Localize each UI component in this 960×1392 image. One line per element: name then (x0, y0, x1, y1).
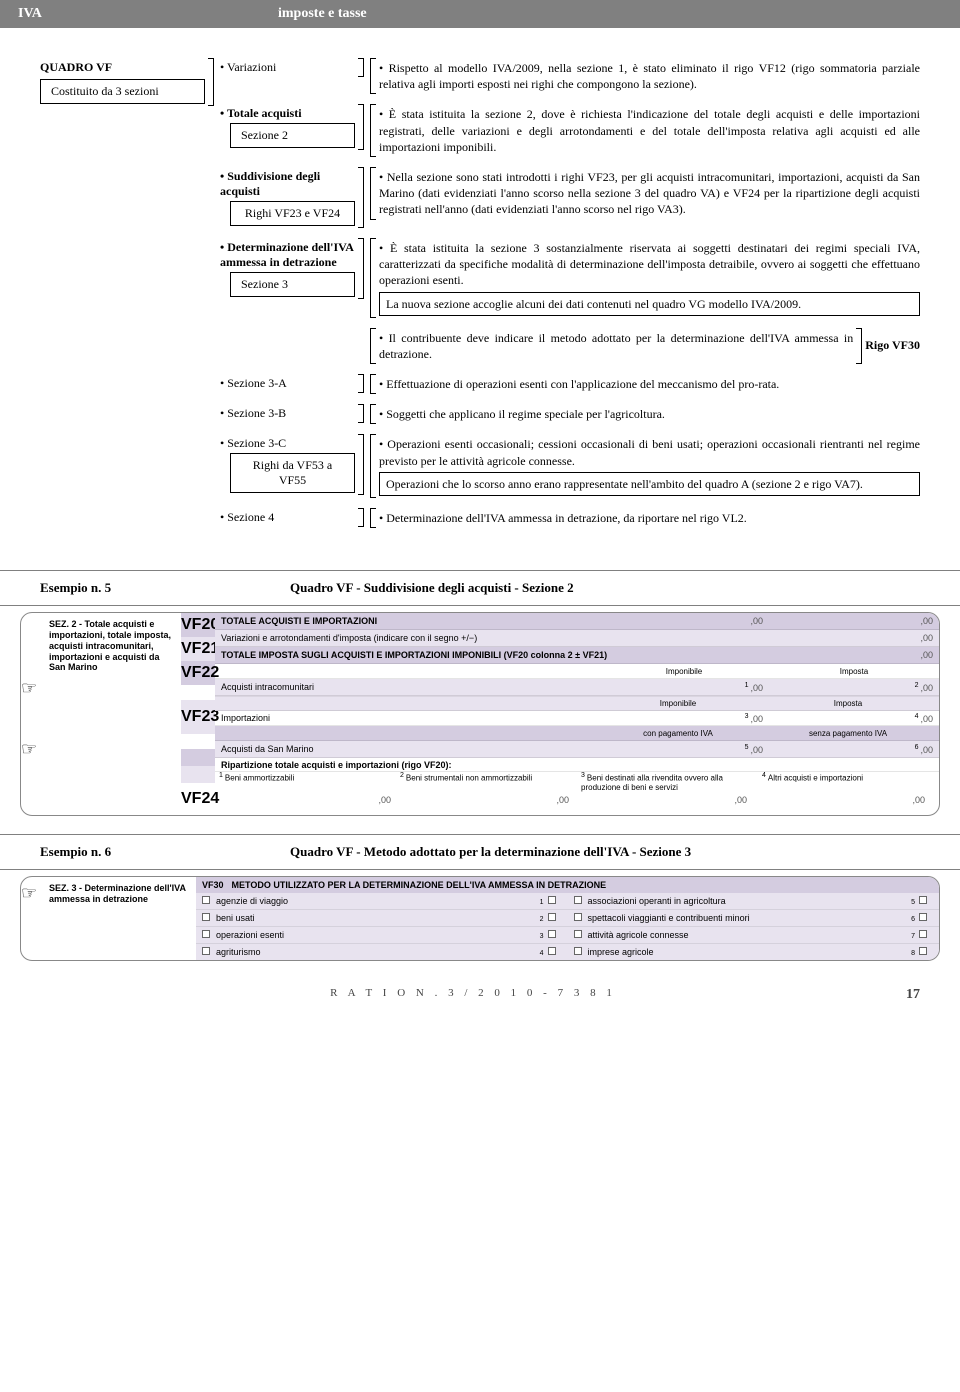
contrib-text: Il contribuente deve indicare il metodo … (379, 330, 853, 362)
right-variazioni: Rispetto al modello IVA/2009, nella sezi… (379, 60, 920, 92)
right-sudd: Nella sezione sono stati introdotti i ri… (379, 169, 920, 218)
vf-sanmarino: Acquisti da San Marino 5,00 6,00 (215, 741, 939, 758)
sez3c-box: Righi da VF53 a VF55 (230, 453, 355, 493)
ex6-title: Quadro VF - Metodo adottato per la deter… (290, 844, 691, 859)
quadro-subtitle: Costituito da 3 sezioni (40, 79, 205, 104)
right-totale: È stata istituita la sezione 2, dove è r… (379, 106, 920, 155)
sez3c-label: Sezione 3-C (220, 436, 355, 451)
checkbox[interactable] (202, 930, 210, 938)
rigo-vf30: Rigo VF30 (865, 338, 920, 353)
ex5-title: Quadro VF - Suddivisione degli acquisti … (290, 580, 574, 595)
quadro-title: QUADRO VF (40, 60, 205, 75)
checkbox[interactable] (202, 947, 210, 955)
sez4-text: Determinazione dell'IVA ammessa in detra… (379, 510, 920, 526)
vf21-row: Variazioni e arrotondamenti d'imposta (i… (215, 630, 939, 647)
footer: R A T I O N . 3 / 2 0 1 0 - 7 3 8 1 17 (0, 967, 960, 1013)
vf21-code: VF21 (181, 637, 215, 661)
box-sez3: Sezione 3 (230, 272, 355, 297)
checkbox[interactable] (548, 947, 556, 955)
sez2-side: SEZ. 2 - Totale acquisti e importazioni,… (41, 613, 181, 815)
checkbox[interactable] (919, 947, 927, 955)
right-det2: La nuova sezione accoglie alcuni dei dat… (379, 292, 920, 316)
mid-totale: Totale acquisti (220, 106, 355, 121)
sez4-label: Sezione 4 (220, 510, 355, 525)
checkbox[interactable] (548, 913, 556, 921)
sez3c-t1: Operazioni esenti occasionali; cessioni … (379, 436, 920, 468)
mid-det: Determinazione dell'IVA ammessa in detra… (220, 240, 355, 270)
header-tab-imposte: imposte e tasse (260, 0, 960, 28)
mid-sudd: Suddivisione degli acquisti (220, 169, 355, 199)
checkbox[interactable] (919, 913, 927, 921)
mid-variazioni: Variazioni (220, 60, 355, 75)
ex5-label: Esempio n. 5 (40, 580, 111, 595)
vf30-title: VF30 METODO UTILIZZATO PER LA DETERMINAZ… (196, 877, 939, 893)
vf20-code: VF20 (181, 613, 215, 637)
vf22-row: TOTALE IMPOSTA SUGLI ACQUISTI E IMPORTAZ… (215, 647, 939, 664)
sez3b-text: Soggetti che applicano il regime special… (379, 406, 920, 422)
header-tab-iva: IVA (0, 0, 260, 28)
hand-icon: ☞ (21, 739, 41, 760)
vf22-code: VF22 (181, 661, 215, 685)
header-bar: IVA imposte e tasse (0, 0, 960, 28)
vf24-code: VF24 (181, 783, 215, 815)
box-sez2: Sezione 2 (230, 123, 355, 148)
sez3c-t2: Operazioni che lo scorso anno erano rapp… (379, 472, 920, 496)
vf24-row: 1Beni ammortizzabili 2Beni strumentali n… (215, 772, 939, 792)
sec3-left-col: agenzie di viaggio1 beni usati2 operazio… (196, 893, 568, 960)
sez3b-label: Sezione 3-B (220, 406, 355, 421)
checkbox[interactable] (202, 896, 210, 904)
vf23-import: Importazioni 3,00 4,00 (215, 711, 939, 726)
checkbox[interactable] (919, 896, 927, 904)
checkbox[interactable] (574, 930, 582, 938)
checkbox[interactable] (548, 930, 556, 938)
example5-header: Esempio n. 5 Quadro VF - Suddivisione de… (0, 570, 960, 606)
checkbox[interactable] (574, 913, 582, 921)
box-vf23: Righi VF23 e VF24 (230, 201, 355, 226)
checkbox[interactable] (548, 896, 556, 904)
hand-icon: ☞ (21, 883, 41, 904)
checkbox[interactable] (574, 947, 582, 955)
example6-header: Esempio n. 6 Quadro VF - Metodo adottato… (0, 834, 960, 870)
form-sez3: ☞ SEZ. 3 - Determinazione dell'IVA ammes… (20, 876, 940, 961)
hand-icon: ☞ (21, 678, 41, 699)
right-det1: È stata istituita la sezione 3 sostanzia… (379, 240, 920, 289)
footer-left: R A T I O N . 3 / 2 0 1 0 - 7 3 8 1 (330, 987, 616, 1003)
sec3-right-col: associazioni operanti in agricoltura5 sp… (568, 893, 940, 960)
sez3-side: SEZ. 3 - Determinazione dell'IVA ammessa… (41, 877, 196, 960)
vf23-intra: Acquisti intracomunitari 1,00 2,00 (215, 679, 939, 696)
vf23-code: VF23 (181, 700, 215, 734)
checkbox[interactable] (919, 930, 927, 938)
sez3a-label: Sezione 3-A (220, 376, 355, 391)
checkbox[interactable] (202, 913, 210, 921)
vf20-row: TOTALE ACQUISTI E IMPORTAZIONI ,00 ,00 (215, 613, 939, 630)
sez3a-text: Effettuazione di operazioni esenti con l… (379, 376, 920, 392)
checkbox[interactable] (574, 896, 582, 904)
ex6-label: Esempio n. 6 (40, 844, 111, 859)
form-sez2: ☞ ☞ SEZ. 2 - Totale acquisti e importazi… (20, 612, 940, 816)
page-number: 17 (906, 987, 920, 1003)
